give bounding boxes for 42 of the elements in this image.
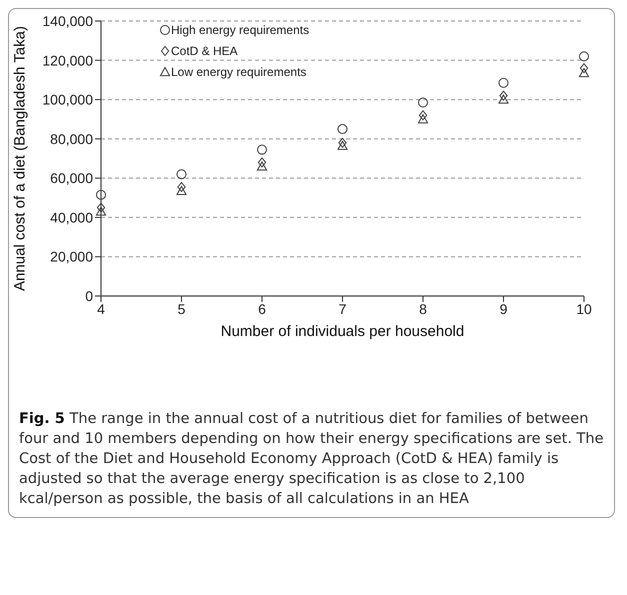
legend-label: Low energy requirements	[171, 64, 306, 78]
point	[96, 202, 106, 213]
point	[258, 157, 266, 168]
y-tick-label: 100,000	[42, 92, 94, 108]
x-axis-title: Number of individuals per household	[220, 323, 464, 340]
point	[96, 206, 106, 216]
point	[579, 51, 589, 62]
point	[176, 169, 186, 180]
point	[499, 90, 508, 101]
point	[177, 182, 186, 192]
y-tick-label: 140,000	[42, 12, 94, 29]
y-tick-label: 0	[85, 288, 94, 304]
point	[257, 144, 267, 155]
x-tick-label: 7	[338, 300, 347, 317]
point	[418, 98, 428, 108]
point	[257, 161, 267, 170]
point	[418, 110, 428, 120]
point	[96, 190, 106, 200]
y-tick-label: 120,000	[42, 52, 94, 68]
y-axis-title: Annual cost of a diet (Bangladesh Taka)	[11, 26, 28, 291]
x-tick-label: 6	[258, 300, 266, 317]
y-tick-label: 40,000	[50, 209, 94, 226]
point	[579, 68, 589, 78]
caption: Fig. 5 The range in the annual cost of a nutritious diet for families of between four and 10 members depending on how their energy specifications are set. The Cost of the Diet and Household Economy Approach (CotD & HEA) family is adjusted so that the average energy specification is as close to 2,100 kcal/person as possible, the basis of all calculations in an HEA	[19, 410, 604, 509]
point	[176, 186, 186, 196]
legend-label: High energy requirements	[171, 22, 310, 36]
x-tick-label: 8	[419, 300, 428, 317]
point	[498, 78, 508, 88]
point	[338, 138, 347, 148]
point	[580, 63, 588, 74]
point	[498, 94, 508, 104]
legend-label: CotD & HEA	[171, 44, 238, 58]
x-tick-label: 9	[500, 300, 508, 317]
x-tick-label: 5	[178, 300, 186, 317]
point	[338, 124, 348, 134]
x-tick-label: 10	[576, 300, 592, 317]
point	[338, 140, 348, 150]
y-tick-label: 20,000	[50, 248, 94, 265]
y-tick-label: 80,000	[50, 130, 94, 147]
x-tick-label: 4	[97, 300, 106, 317]
y-tick-label: 60,000	[50, 170, 94, 186]
point	[418, 114, 428, 124]
